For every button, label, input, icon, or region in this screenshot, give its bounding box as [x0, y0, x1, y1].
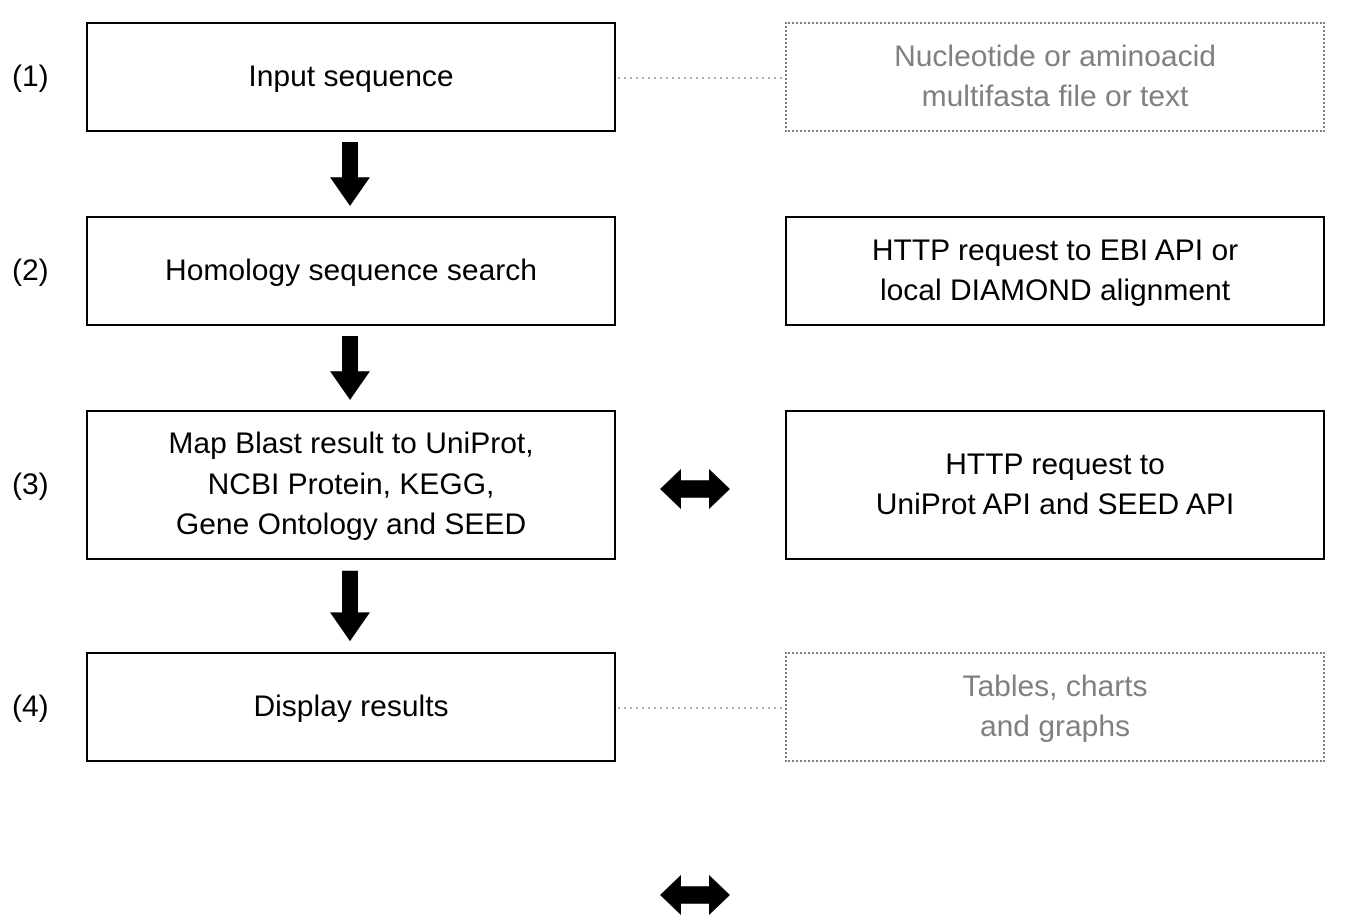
box-display-results-text: Display results — [253, 687, 448, 728]
step-number-2: (2) — [12, 254, 49, 288]
box-aside-2: HTTP request to EBI API or local DIAMOND… — [785, 216, 1325, 326]
box-map-blast: Map Blast result to UniProt, NCBI Protei… — [86, 410, 616, 560]
arrow-down-2 — [330, 328, 370, 408]
step-number-1: (1) — [12, 60, 49, 94]
dotted-connector-4 — [618, 706, 783, 710]
box-homology-search-text: Homology sequence search — [165, 251, 537, 292]
box-homology-search: Homology sequence search — [86, 216, 616, 326]
row-1: (1) Input sequence Nucleotide or aminoac… — [0, 22, 1350, 132]
box-aside-2-text: HTTP request to EBI API or local DIAMOND… — [872, 231, 1238, 312]
row-4: (4) Display results Tables, charts and g… — [0, 652, 1350, 762]
box-map-blast-text: Map Blast result to UniProt, NCBI Protei… — [168, 424, 533, 546]
box-input-sequence: Input sequence — [86, 22, 616, 132]
step-number-4: (4) — [12, 690, 49, 724]
box-aside-1-text: Nucleotide or aminoacid multifasta file … — [894, 37, 1216, 118]
box-aside-1: Nucleotide or aminoacid multifasta file … — [785, 22, 1325, 132]
box-input-sequence-text: Input sequence — [248, 57, 453, 98]
row-3: (3) Map Blast result to UniProt, NCBI Pr… — [0, 410, 1350, 560]
arrow-down-1 — [330, 134, 370, 214]
arrow-double-3 — [660, 870, 730, 920]
row-2: (2) Homology sequence search HTTP reques… — [0, 216, 1350, 326]
box-aside-4: Tables, charts and graphs — [785, 652, 1325, 762]
box-aside-4-text: Tables, charts and graphs — [962, 667, 1147, 748]
dotted-connector-1 — [618, 76, 783, 80]
step-number-3: (3) — [12, 468, 49, 502]
box-display-results: Display results — [86, 652, 616, 762]
box-aside-3-text: HTTP request to UniProt API and SEED API — [876, 445, 1235, 526]
box-aside-3: HTTP request to UniProt API and SEED API — [785, 410, 1325, 560]
arrow-down-3 — [330, 562, 370, 650]
